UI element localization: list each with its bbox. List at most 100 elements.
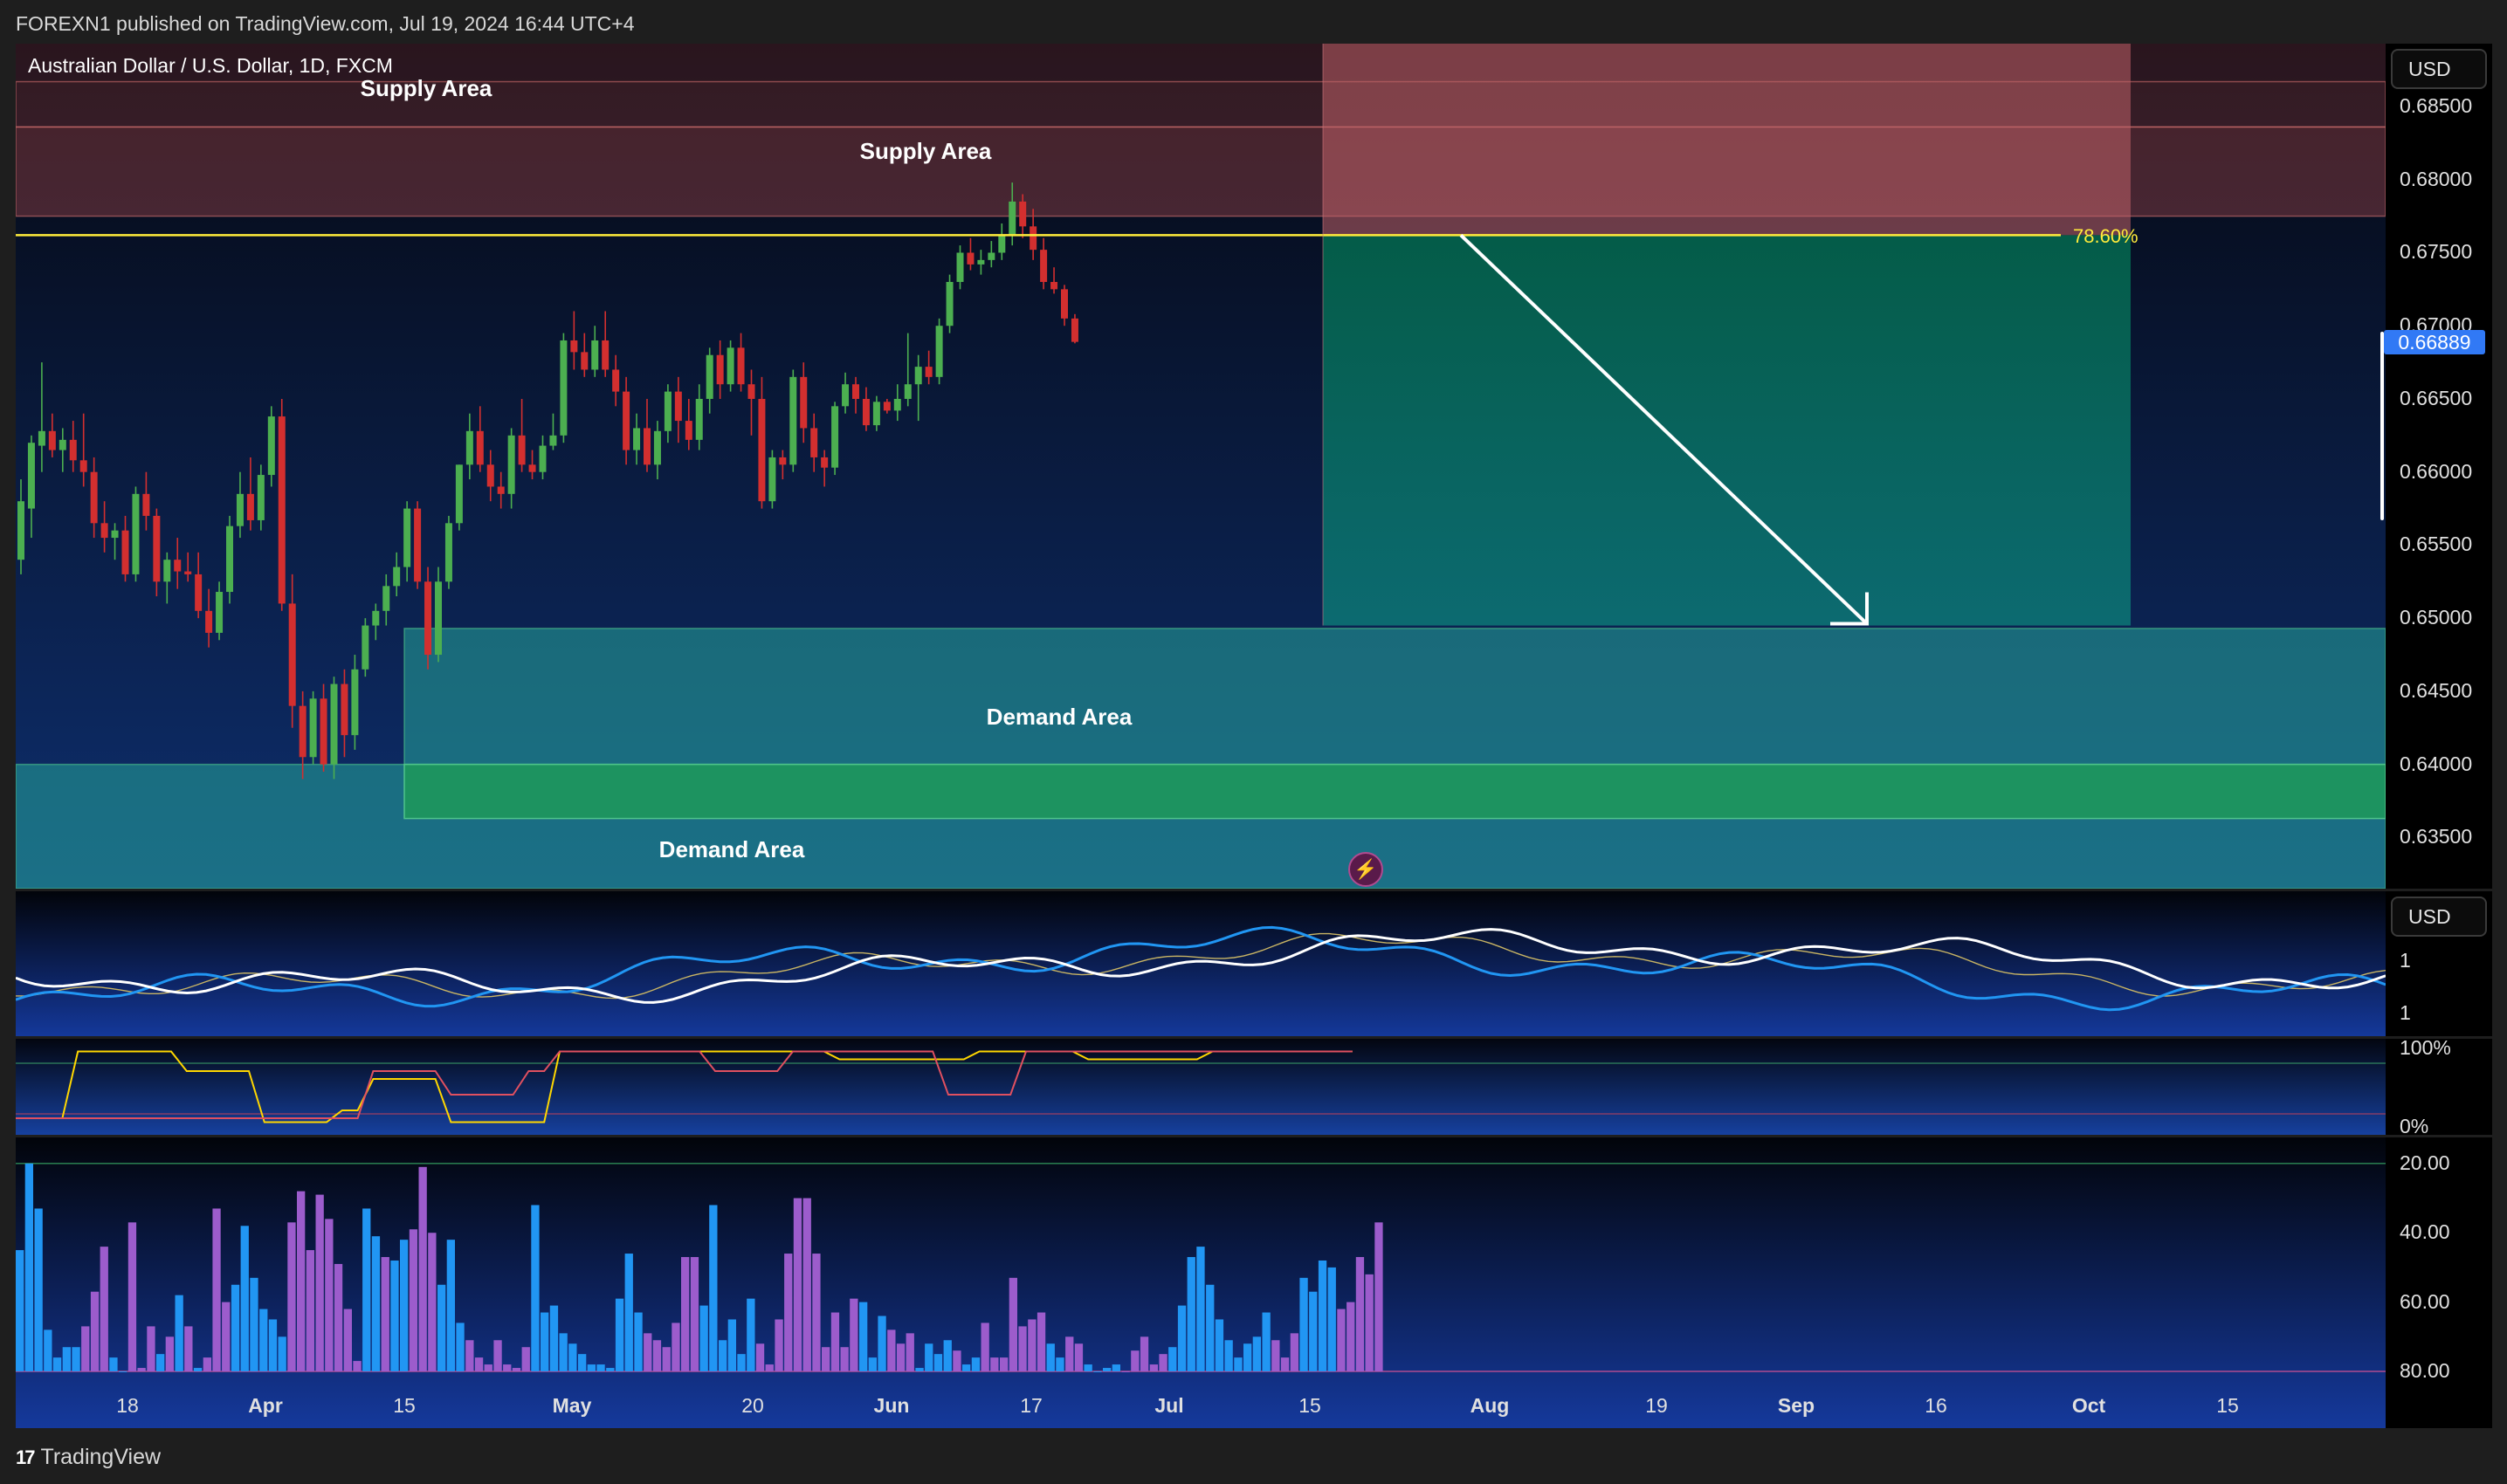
- histogram-bar: [634, 1312, 643, 1371]
- time-tick: 20: [741, 1394, 764, 1417]
- histogram-bar: [925, 1343, 933, 1371]
- histogram-bar: [268, 1319, 278, 1371]
- candle-body: [236, 493, 244, 526]
- candle-body: [768, 457, 776, 502]
- time-tick: Oct: [2071, 1394, 2106, 1417]
- histogram-bar: [1309, 1291, 1318, 1371]
- time-tick: 18: [116, 1394, 139, 1417]
- histogram-tick: 80.00: [2400, 1359, 2450, 1382]
- candle-body: [1030, 226, 1037, 251]
- candle-body: [69, 439, 77, 461]
- price-scale[interactable]: USD: [2386, 44, 2492, 889]
- tradingview-footer[interactable]: 17 TradingView: [16, 1445, 161, 1470]
- histogram-bar: [737, 1354, 746, 1371]
- demand-area-label-bottom: Demand Area: [658, 836, 805, 862]
- percent-scale[interactable]: [2386, 1039, 2492, 1135]
- candle-body: [602, 340, 610, 370]
- candle-body: [1019, 201, 1027, 227]
- histogram-bar: [474, 1357, 484, 1371]
- histogram-bar: [456, 1323, 465, 1371]
- histogram-bar: [812, 1254, 821, 1371]
- histogram-bar: [503, 1364, 512, 1371]
- candle-body: [674, 391, 682, 422]
- histogram-bar: [428, 1233, 437, 1371]
- price-tick: 0.65500: [2400, 532, 2473, 556]
- histogram-bar: [596, 1364, 605, 1371]
- histogram-bar: [896, 1343, 906, 1371]
- histogram-bar: [315, 1194, 324, 1371]
- candle-body: [288, 603, 296, 706]
- histogram-bar: [1262, 1312, 1271, 1371]
- time-tick: 15: [393, 1394, 416, 1417]
- lightning-icon[interactable]: ⚡: [1348, 852, 1383, 887]
- histogram-bar: [1018, 1326, 1027, 1371]
- histogram-bar: [606, 1368, 615, 1371]
- histogram-bar: [1065, 1336, 1074, 1371]
- histogram-bar: [681, 1257, 690, 1371]
- oscillator-scale[interactable]: USD: [2386, 891, 2492, 1036]
- histogram-pane[interactable]: [16, 1137, 2492, 1428]
- candle-body: [821, 457, 829, 468]
- candle-body: [644, 428, 651, 465]
- histogram-bar: [1056, 1357, 1064, 1371]
- candle-body: [382, 586, 390, 611]
- histogram-bar: [859, 1302, 868, 1371]
- symbol-title: Australian Dollar / U.S. Dollar, 1D, FXC…: [28, 54, 393, 77]
- histogram-bar: [297, 1191, 306, 1371]
- histogram-bar: [541, 1312, 549, 1371]
- histogram-bar: [1243, 1343, 1252, 1371]
- histogram-bar: [175, 1295, 183, 1371]
- histogram-bar: [672, 1323, 680, 1371]
- candle-body: [465, 430, 473, 465]
- histogram-bar: [587, 1364, 596, 1371]
- last-price-tag: 0.66889: [2384, 330, 2485, 354]
- candle-body: [988, 252, 995, 260]
- currency-button[interactable]: USD: [2391, 49, 2487, 89]
- histogram-bar: [72, 1347, 80, 1371]
- price-tick: 0.65000: [2400, 606, 2473, 629]
- histogram-bar: [287, 1222, 296, 1371]
- histogram-bar: [259, 1309, 268, 1371]
- histogram-bar: [147, 1326, 155, 1371]
- candle-body: [257, 475, 265, 520]
- histogram-bar: [446, 1240, 455, 1371]
- histogram-bar: [222, 1302, 231, 1371]
- candle-body: [570, 340, 578, 353]
- candle-body: [653, 430, 661, 465]
- candle-body: [706, 354, 713, 399]
- histogram-bar: [90, 1291, 100, 1371]
- candle-body: [216, 592, 224, 633]
- candle-body: [414, 508, 422, 582]
- candle-body: [914, 367, 922, 385]
- candle-body: [528, 464, 536, 472]
- publish-info: FOREXN1 published on TradingView.com, Ju…: [16, 12, 635, 35]
- oscillator-pane[interactable]: [16, 891, 2492, 1036]
- candle-body: [758, 398, 766, 502]
- price-chart[interactable]: [16, 44, 2386, 889]
- percent-pane[interactable]: [16, 1039, 2492, 1135]
- candle-body: [27, 443, 35, 509]
- candle-body: [330, 684, 338, 765]
- histogram-scale[interactable]: [2386, 1137, 2492, 1428]
- osc-line-blue: [16, 925, 2386, 1012]
- price-tick: 0.64500: [2400, 678, 2473, 702]
- histogram-bar: [1084, 1364, 1092, 1371]
- oscillator-currency-button[interactable]: USD: [2391, 897, 2487, 937]
- histogram-bar: [953, 1350, 961, 1371]
- candle-body: [633, 428, 641, 450]
- candle-body: [904, 384, 912, 399]
- histogram-bar: [1000, 1357, 1009, 1371]
- histogram-bar: [578, 1354, 587, 1371]
- histogram-bar: [137, 1368, 146, 1371]
- histogram-bar: [165, 1336, 174, 1371]
- candle-body: [226, 526, 233, 593]
- histogram-bar: [81, 1326, 90, 1371]
- price-pane[interactable]: Australian Dollar / U.S. Dollar, 1D, FXC…: [16, 44, 2492, 889]
- histogram-bar: [52, 1357, 62, 1371]
- candle-body: [444, 523, 452, 582]
- histogram-bar: [100, 1247, 108, 1371]
- candle-body: [518, 435, 526, 465]
- tradingview-logo-icon: 17: [16, 1446, 36, 1468]
- histogram-chart: [16, 1137, 2386, 1428]
- osc-tick-bottom: 1: [2400, 1001, 2411, 1024]
